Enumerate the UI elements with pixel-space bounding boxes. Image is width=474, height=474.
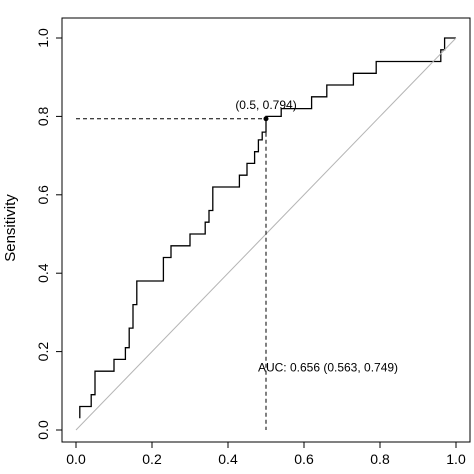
x-tick-label: 0.0 — [66, 451, 86, 467]
x-tick-label: 0.6 — [294, 451, 314, 467]
y-tick-label: 0.4 — [35, 263, 51, 283]
y-tick-label: 0.6 — [35, 185, 51, 205]
y-tick-label: 0.0 — [35, 420, 51, 440]
x-tick-label: 0.2 — [142, 451, 162, 467]
highlight-point-marker — [263, 116, 269, 122]
x-tick-label: 1.0 — [446, 451, 466, 467]
auc-annotation: AUC: 0.656 (0.563, 0.749) — [258, 360, 398, 374]
y-axis-title: Sensitivity — [2, 194, 19, 262]
highlight-point-label: (0.5, 0.794) — [235, 98, 296, 112]
x-tick-label: 0.4 — [218, 451, 238, 467]
plot-area: 0.0 0.2 0.4 0.6 0.8 1.0 0.0 0.2 0.4 0.6 0.8 1.0 (0.5… — [35, 17, 471, 467]
x-tick-label: 0.8 — [370, 451, 390, 467]
y-tick-label: 1.0 — [35, 28, 51, 48]
roc-curve — [79, 37, 456, 419]
y-tick-label: 0.2 — [35, 342, 51, 362]
y-tick-label: 0.8 — [35, 106, 51, 126]
